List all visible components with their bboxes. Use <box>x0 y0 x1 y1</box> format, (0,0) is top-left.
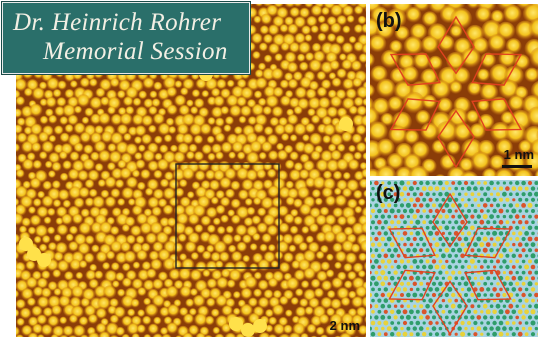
memorial-banner: Dr. Heinrich Rohrer Memorial Session <box>2 2 250 74</box>
scale-label-main: 2 nm <box>329 318 360 333</box>
stm-image-zoom: (b) 1 nm <box>370 4 538 176</box>
stm-surface-zoom <box>370 4 538 176</box>
banner-title-line2: Memorial Session <box>43 38 228 65</box>
panel-label-b: (b) <box>376 10 402 32</box>
atomic-model: (c) <box>370 180 538 337</box>
panel-label-c: (c) <box>376 182 401 204</box>
banner-title-line1: Dr. Heinrich Rohrer <box>13 9 222 36</box>
atomic-model-surface <box>370 180 538 337</box>
scale-label-zoom: 1 nm <box>503 147 534 162</box>
scale-bar-zoom <box>502 165 532 168</box>
